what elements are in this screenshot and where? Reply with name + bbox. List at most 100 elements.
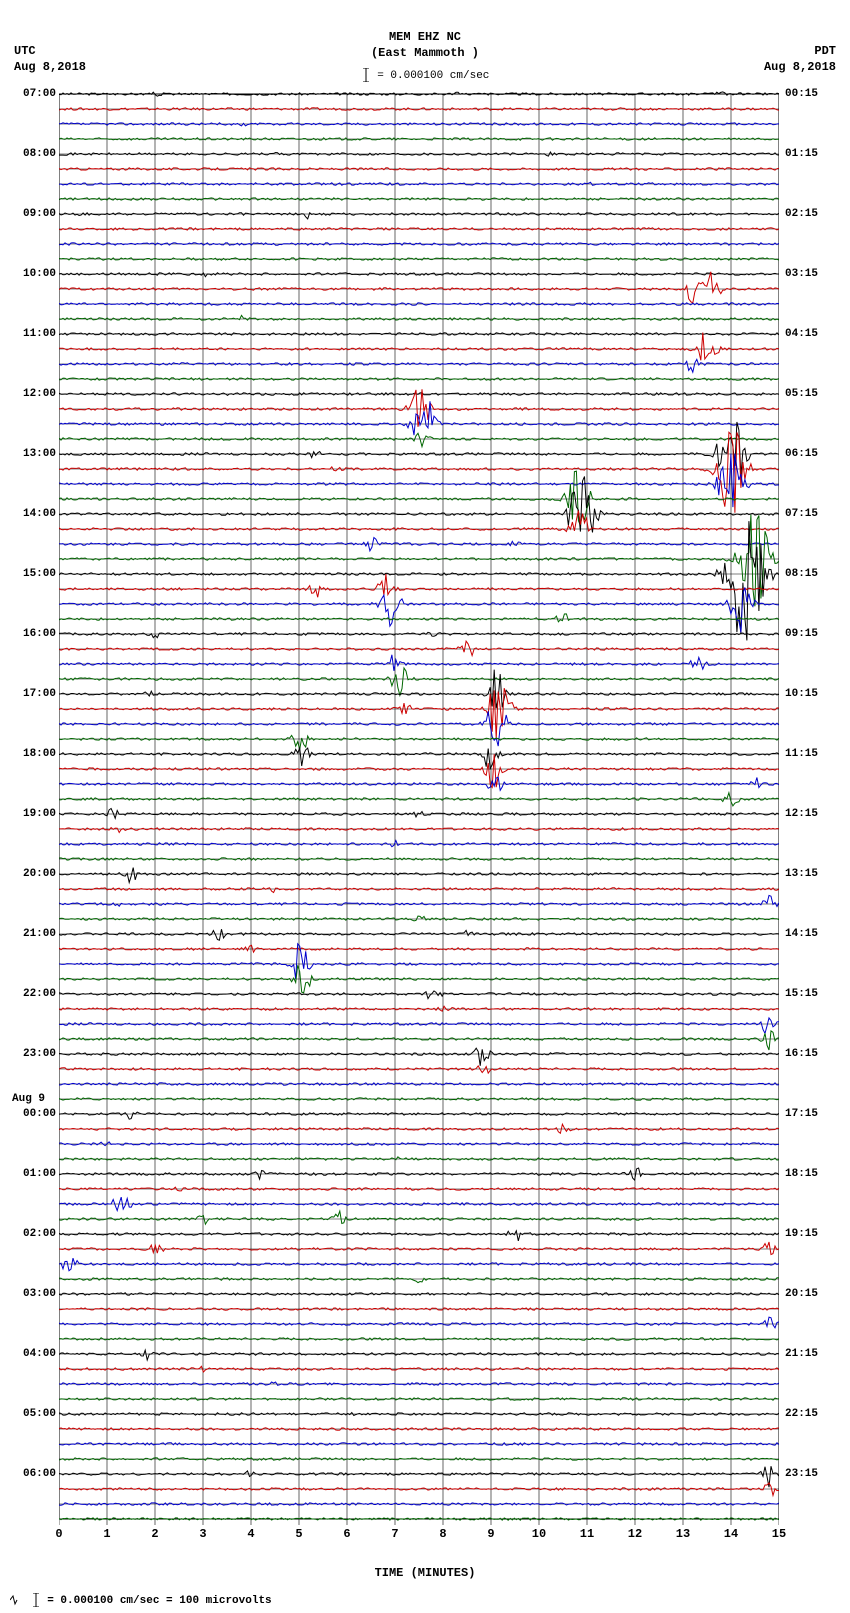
right-date: Aug 8,2018 <box>764 60 836 74</box>
x-tick-label: 5 <box>289 1527 309 1541</box>
left-time-label: 20:00 <box>12 868 56 880</box>
right-time-label: 01:15 <box>785 148 835 160</box>
seismic-trace <box>59 1112 779 1119</box>
seismic-trace <box>59 895 779 906</box>
seismic-trace <box>59 1258 779 1271</box>
x-tick-label: 4 <box>241 1527 261 1541</box>
left-time-label: 07:00 <box>12 88 56 100</box>
seismic-trace <box>59 916 779 921</box>
left-time-label: 17:00 <box>12 688 56 700</box>
x-tick-label: 8 <box>433 1527 453 1541</box>
left-time-label: 11:00 <box>12 328 56 340</box>
seismic-trace <box>59 213 779 219</box>
seismic-trace <box>59 182 779 185</box>
seismic-trace <box>59 809 779 819</box>
seismic-trace <box>59 688 779 738</box>
x-tick-label: 3 <box>193 1527 213 1541</box>
seismic-trace <box>59 1350 779 1360</box>
seismic-trace <box>59 1066 779 1073</box>
right-timezone: PDT <box>814 44 836 58</box>
right-time-label: 03:15 <box>785 268 835 280</box>
seismic-trace <box>59 828 779 833</box>
seismic-trace <box>59 777 779 790</box>
seismic-trace <box>59 521 779 640</box>
seismogram-svg <box>59 88 779 1543</box>
right-time-label: 15:15 <box>785 988 835 1000</box>
station-location: (East Mammoth ) <box>0 46 850 60</box>
right-time-label: 20:15 <box>785 1288 835 1300</box>
seismic-trace <box>59 359 779 372</box>
x-tick-label: 9 <box>481 1527 501 1541</box>
right-time-label: 05:15 <box>785 388 835 400</box>
x-tick-label: 7 <box>385 1527 405 1541</box>
seismic-trace <box>59 1048 779 1066</box>
right-time-label: 17:15 <box>785 1108 835 1120</box>
seismic-trace <box>59 432 779 512</box>
right-time-label: 04:15 <box>785 328 835 340</box>
seismic-trace <box>59 965 779 993</box>
left-time-label: 23:00 <box>12 1048 56 1060</box>
seismic-trace <box>59 273 779 277</box>
right-time-label: 06:15 <box>785 448 835 460</box>
right-time-label: 19:15 <box>785 1228 835 1240</box>
seismic-trace <box>59 138 779 140</box>
right-time-label: 16:15 <box>785 1048 835 1060</box>
left-time-label: 08:00 <box>12 148 56 160</box>
seismic-trace <box>59 888 779 893</box>
seismic-trace <box>59 1382 779 1385</box>
seismic-trace <box>59 668 779 695</box>
seismic-trace <box>59 748 779 769</box>
seismic-trace <box>59 641 779 656</box>
seismic-trace <box>59 272 779 303</box>
right-time-label: 08:15 <box>785 568 835 580</box>
x-tick-label: 14 <box>721 1527 741 1541</box>
right-time-label: 12:15 <box>785 808 835 820</box>
seismic-trace <box>59 168 779 170</box>
seismic-trace <box>59 754 779 787</box>
left-time-label: 14:00 <box>12 508 56 520</box>
left-time-label: 12:00 <box>12 388 56 400</box>
left-time-label: 00:00 <box>12 1108 56 1120</box>
x-tick-label: 12 <box>625 1527 645 1541</box>
seismic-trace <box>59 471 779 525</box>
seismic-trace <box>59 1211 779 1224</box>
station-code: MEM EHZ NC <box>0 30 850 44</box>
seismic-trace <box>59 711 779 746</box>
seismic-trace <box>59 123 779 126</box>
right-time-label: 10:15 <box>785 688 835 700</box>
right-time-label: 02:15 <box>785 208 835 220</box>
seismic-trace <box>59 929 779 940</box>
x-axis-title: TIME (MINUTES) <box>0 1566 850 1580</box>
seismic-trace <box>59 670 779 709</box>
seismic-trace <box>59 1242 779 1255</box>
left-date: Aug 8,2018 <box>14 60 86 74</box>
seismic-trace <box>59 655 779 671</box>
left-time-label: 04:00 <box>12 1348 56 1360</box>
left-time-label: 05:00 <box>12 1408 56 1420</box>
x-tick-label: 2 <box>145 1527 165 1541</box>
seismic-trace <box>59 587 779 632</box>
right-time-label: 00:15 <box>785 88 835 100</box>
seismic-trace <box>59 735 779 749</box>
seismic-trace <box>59 1458 779 1460</box>
seismic-trace <box>59 1278 779 1283</box>
left-time-label: 10:00 <box>12 268 56 280</box>
left-time-label: 16:00 <box>12 628 56 640</box>
seismic-trace <box>59 1031 779 1050</box>
seismic-trace <box>59 1466 779 1487</box>
seismic-trace <box>59 868 779 883</box>
right-time-label: 14:15 <box>785 928 835 940</box>
right-time-label: 11:15 <box>785 748 835 760</box>
x-tick-label: 15 <box>769 1527 789 1541</box>
right-time-label: 07:15 <box>785 508 835 520</box>
seismic-trace <box>59 315 779 320</box>
left-time-label: 09:00 <box>12 208 56 220</box>
x-tick-label: 10 <box>529 1527 549 1541</box>
date-break-label: Aug 9 <box>12 1093 56 1105</box>
right-time-label: 13:15 <box>785 868 835 880</box>
right-time-label: 22:15 <box>785 1408 835 1420</box>
left-time-label: 21:00 <box>12 928 56 940</box>
seismic-trace <box>59 1231 779 1241</box>
left-time-label: 18:00 <box>12 748 56 760</box>
left-time-label: 13:00 <box>12 448 56 460</box>
